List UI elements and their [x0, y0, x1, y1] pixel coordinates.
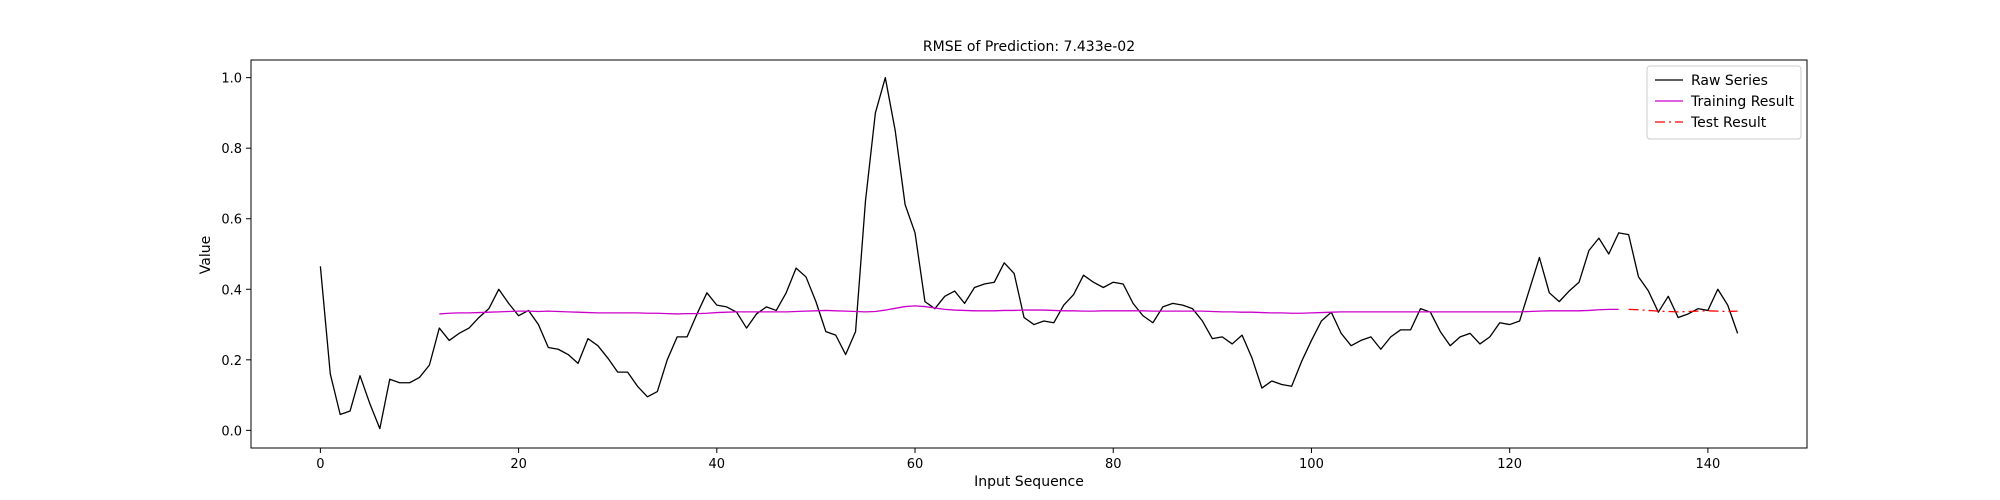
legend-box: [1646, 65, 1802, 140]
legend-label: Raw Series: [1691, 73, 1768, 89]
x-tick-label: 100: [1299, 457, 1324, 472]
series-line-training-result: [439, 305, 1619, 315]
x-tick-label: 120: [1497, 457, 1522, 472]
y-tick-label: 0.2: [221, 354, 242, 369]
x-tick-label: 80: [1105, 457, 1122, 472]
x-tick-label: 140: [1695, 457, 1720, 472]
legend-label: Training Result: [1690, 94, 1794, 110]
x-tick-label: 40: [709, 457, 726, 472]
series-layer: [319, 76, 1739, 430]
x-tick-label: 20: [510, 457, 527, 472]
axes-layer: 0 20 40 60 80 100 120 140 0.0 0.2 0.4 0.6 0.8 1.0: [221, 59, 1808, 472]
y-tick-label: 0.6: [221, 213, 242, 228]
chart-title: RMSE of Prediction: 7.433e-02: [923, 39, 1135, 55]
x-tick-label: 60: [907, 457, 924, 472]
series-line-raw-series: [319, 76, 1739, 430]
x-tick-label: 0: [316, 457, 324, 472]
legend: Raw Series Training Result Test Result: [1646, 65, 1802, 140]
plot-frame: [250, 59, 1808, 449]
series-line-test-result: [1628, 308, 1738, 313]
y-tick-label: 0.8: [221, 142, 242, 157]
x-axis-label: Input Sequence: [974, 474, 1084, 490]
y-axis-label: Value: [198, 236, 214, 274]
y-tick-label: 1.0: [221, 72, 242, 87]
y-tick-label: 0.4: [221, 283, 242, 298]
legend-label: Test Result: [1690, 115, 1767, 131]
y-tick-label: 0.0: [221, 424, 242, 439]
